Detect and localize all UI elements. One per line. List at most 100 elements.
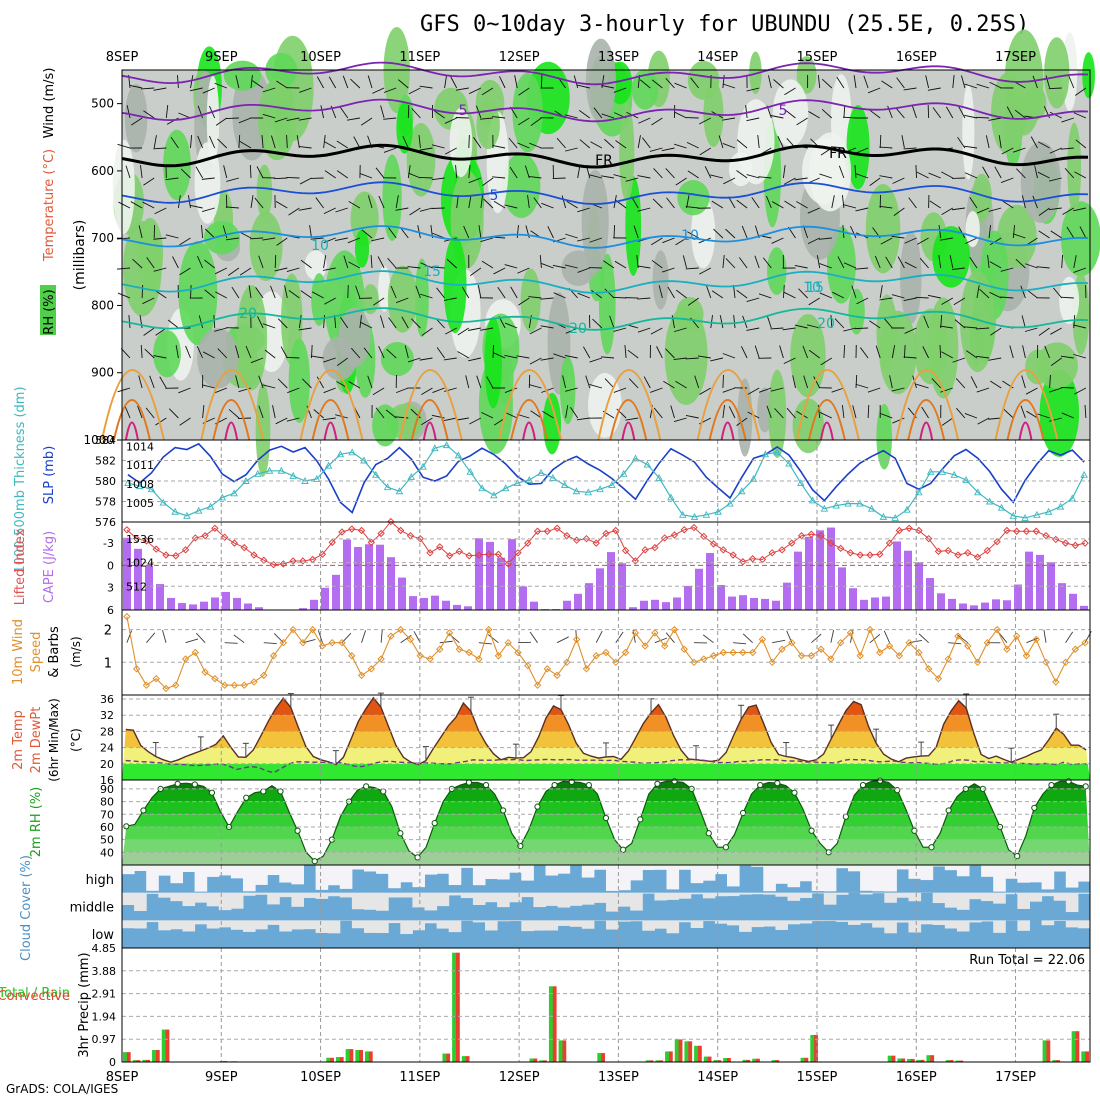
- temp-unit-label: (°C): [69, 728, 83, 752]
- wind-speed-marker: [318, 642, 327, 650]
- rh-shade: [1020, 141, 1062, 223]
- wind-speed-marker: [582, 665, 591, 673]
- cloud-cell: [787, 920, 801, 925]
- wind-barb: [1084, 404, 1087, 419]
- wind-barb: [455, 87, 469, 91]
- wind-barb: [966, 350, 978, 359]
- cloud-cell: [678, 920, 692, 923]
- cloud-row-label: middle: [70, 901, 114, 916]
- wind-barb: [270, 135, 276, 149]
- wind-barb: [493, 200, 506, 209]
- cloud-cell: [1005, 892, 1018, 895]
- wind-barb: [415, 285, 421, 299]
- surface-wind-barb: [380, 629, 383, 643]
- wind-barb: [979, 288, 990, 299]
- cloud-cell: [327, 865, 341, 886]
- wind-speed-marker: [641, 642, 649, 650]
- cloud-cell: [1041, 920, 1055, 926]
- wind-barb: [604, 288, 615, 299]
- cloud-cell: [823, 892, 837, 905]
- wind-barb: [257, 316, 264, 329]
- wind-barb: [955, 378, 966, 389]
- wind-barb: [348, 261, 361, 269]
- wind-barb: [1050, 230, 1062, 239]
- wind-barb: [217, 348, 228, 359]
- rh-shade: [354, 229, 370, 268]
- wind-barb: [540, 325, 554, 329]
- wind-barb: [903, 356, 917, 359]
- wind-barb: [323, 207, 336, 215]
- wind-barb: [518, 117, 530, 126]
- wind-barb: [798, 288, 808, 299]
- wind-barb: [419, 207, 433, 212]
- cloud-cell: [279, 920, 292, 932]
- date-label-top: 12SEP: [499, 50, 540, 65]
- wind-barb: [1000, 267, 1014, 272]
- wind-barb: [964, 145, 978, 149]
- rh-marker: [140, 807, 147, 814]
- rh-tick-label: 70: [100, 808, 114, 821]
- wind-barb: [754, 345, 760, 359]
- cloud-cell: [509, 920, 522, 922]
- rh-marker: [397, 830, 404, 837]
- thickness-marker: [289, 471, 297, 479]
- rh-shade: [206, 75, 220, 164]
- wind-barb: [298, 117, 312, 121]
- surface-wind-barb: [1065, 631, 1074, 643]
- precip-total-bar: [916, 1059, 922, 1062]
- cloud-cell: [702, 865, 716, 881]
- thickness-marker: [785, 459, 793, 467]
- cloud-cell: [243, 920, 256, 932]
- wind-barb: [699, 267, 712, 275]
- rh-marker: [739, 809, 747, 817]
- wind-barb: [468, 165, 471, 179]
- cloud-cell: [739, 920, 752, 932]
- wind-barb: [1060, 355, 1074, 359]
- wind-barb: [893, 207, 905, 217]
- wind-barb: [941, 207, 954, 216]
- wind-barb: [1012, 225, 1016, 239]
- rh-marker: [585, 781, 592, 789]
- wind-barb: [477, 285, 482, 299]
- thickness-marker: [962, 476, 970, 483]
- wind-barb: [604, 138, 615, 149]
- wind-barb: [675, 177, 687, 186]
- li-marker: [836, 544, 845, 553]
- wind-barb: [340, 107, 349, 119]
- cape-bar: [816, 530, 824, 610]
- wind-barb: [481, 260, 494, 269]
- precip-total-bar: [123, 1052, 128, 1062]
- rh-shade: [848, 288, 865, 335]
- wind-barb: [1075, 87, 1087, 96]
- wind-barb: [965, 237, 978, 245]
- date-label-top: 15SEP: [797, 50, 838, 65]
- millibars-label: (millibars): [72, 220, 88, 291]
- wind-barb: [480, 195, 483, 209]
- cloud-cell: [956, 865, 970, 877]
- precip-total-bar: [548, 986, 554, 1062]
- wind-speed-marker: [191, 648, 200, 657]
- cloud-cell: [1077, 920, 1091, 929]
- wind-speed-marker: [1071, 645, 1080, 653]
- wind-barb: [310, 237, 324, 240]
- wind-barb: [530, 117, 542, 126]
- surface-wind-barb: [998, 632, 1008, 643]
- thickness-marker: [478, 484, 486, 492]
- wind-barb: [1050, 357, 1062, 366]
- wind-barb: [177, 75, 179, 89]
- temp-tick-label: 36: [100, 693, 114, 706]
- li-marker: [641, 546, 649, 554]
- cloud-cell: [811, 865, 825, 892]
- precip-convective-bar: [746, 1059, 751, 1062]
- wind-barb: [370, 255, 373, 269]
- wind-speed-marker: [445, 629, 454, 637]
- cape-bar: [365, 544, 373, 610]
- wind-barb: [446, 258, 458, 269]
- wind-speed-marker: [348, 652, 356, 660]
- wind-barb: [710, 357, 724, 362]
- wind-barb: [685, 357, 699, 360]
- cloud-cell: [775, 920, 788, 930]
- wind-axis-label: 10m Wind: [11, 619, 26, 685]
- wind-barb: [504, 387, 518, 393]
- cloud-cell: [1041, 892, 1055, 897]
